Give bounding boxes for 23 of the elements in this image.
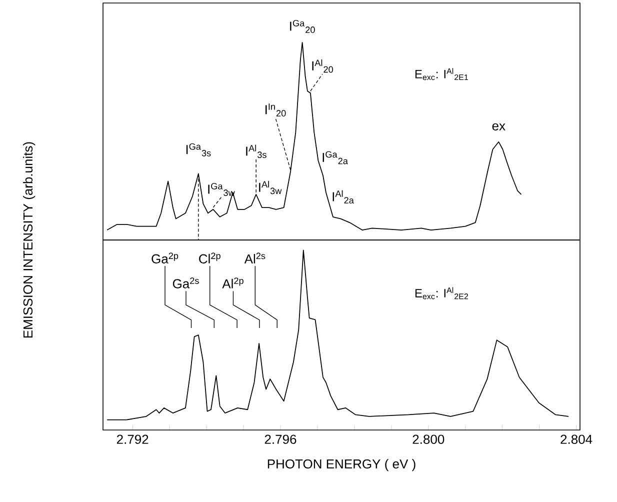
annotation: I$^{Al}$3s <box>246 144 266 158</box>
annotation: Al$^{2s}$ <box>244 252 266 264</box>
annotation: I$^{Al}$2a <box>332 190 354 204</box>
annotation: E$_{exc}$: I$^{Al}$2E2 <box>415 287 468 300</box>
annotation: Ga$^{2p}$ <box>152 252 178 264</box>
annotation: I$^{Al}$20 <box>312 59 333 73</box>
annotation: I$^{In}$20 <box>266 104 286 116</box>
annotation: I$^{Ga}$3w <box>208 182 235 196</box>
annotation: ex <box>492 123 506 130</box>
x-axis-title: PHOTON ENERGY ( eV ) <box>268 458 416 472</box>
x-tick-label: 2.796 <box>264 434 296 444</box>
annotation: I$^{Al}$3w <box>259 180 282 194</box>
annotation: I$^{Ga}$2a <box>322 151 348 164</box>
annotation: Ga$^{2s}$ <box>172 278 199 288</box>
x-tick-label: 2.792 <box>116 434 148 444</box>
x-tick-label: 2.804 <box>560 434 592 444</box>
x-tick-label: 2.800 <box>412 434 444 444</box>
annotation: Al$^{2p}$ <box>222 278 244 288</box>
annotation: Cl$^{2p}$ <box>199 252 220 264</box>
y-axis-title: EMISSION INTENSITY (arb.units) <box>23 142 36 338</box>
annotation: E$_{exc}$: I$^{Al}$2E1 <box>415 68 468 80</box>
annotation: I$^{Ga}$3s <box>186 143 211 156</box>
annotation: I$^{Ga}$20 <box>290 20 315 33</box>
